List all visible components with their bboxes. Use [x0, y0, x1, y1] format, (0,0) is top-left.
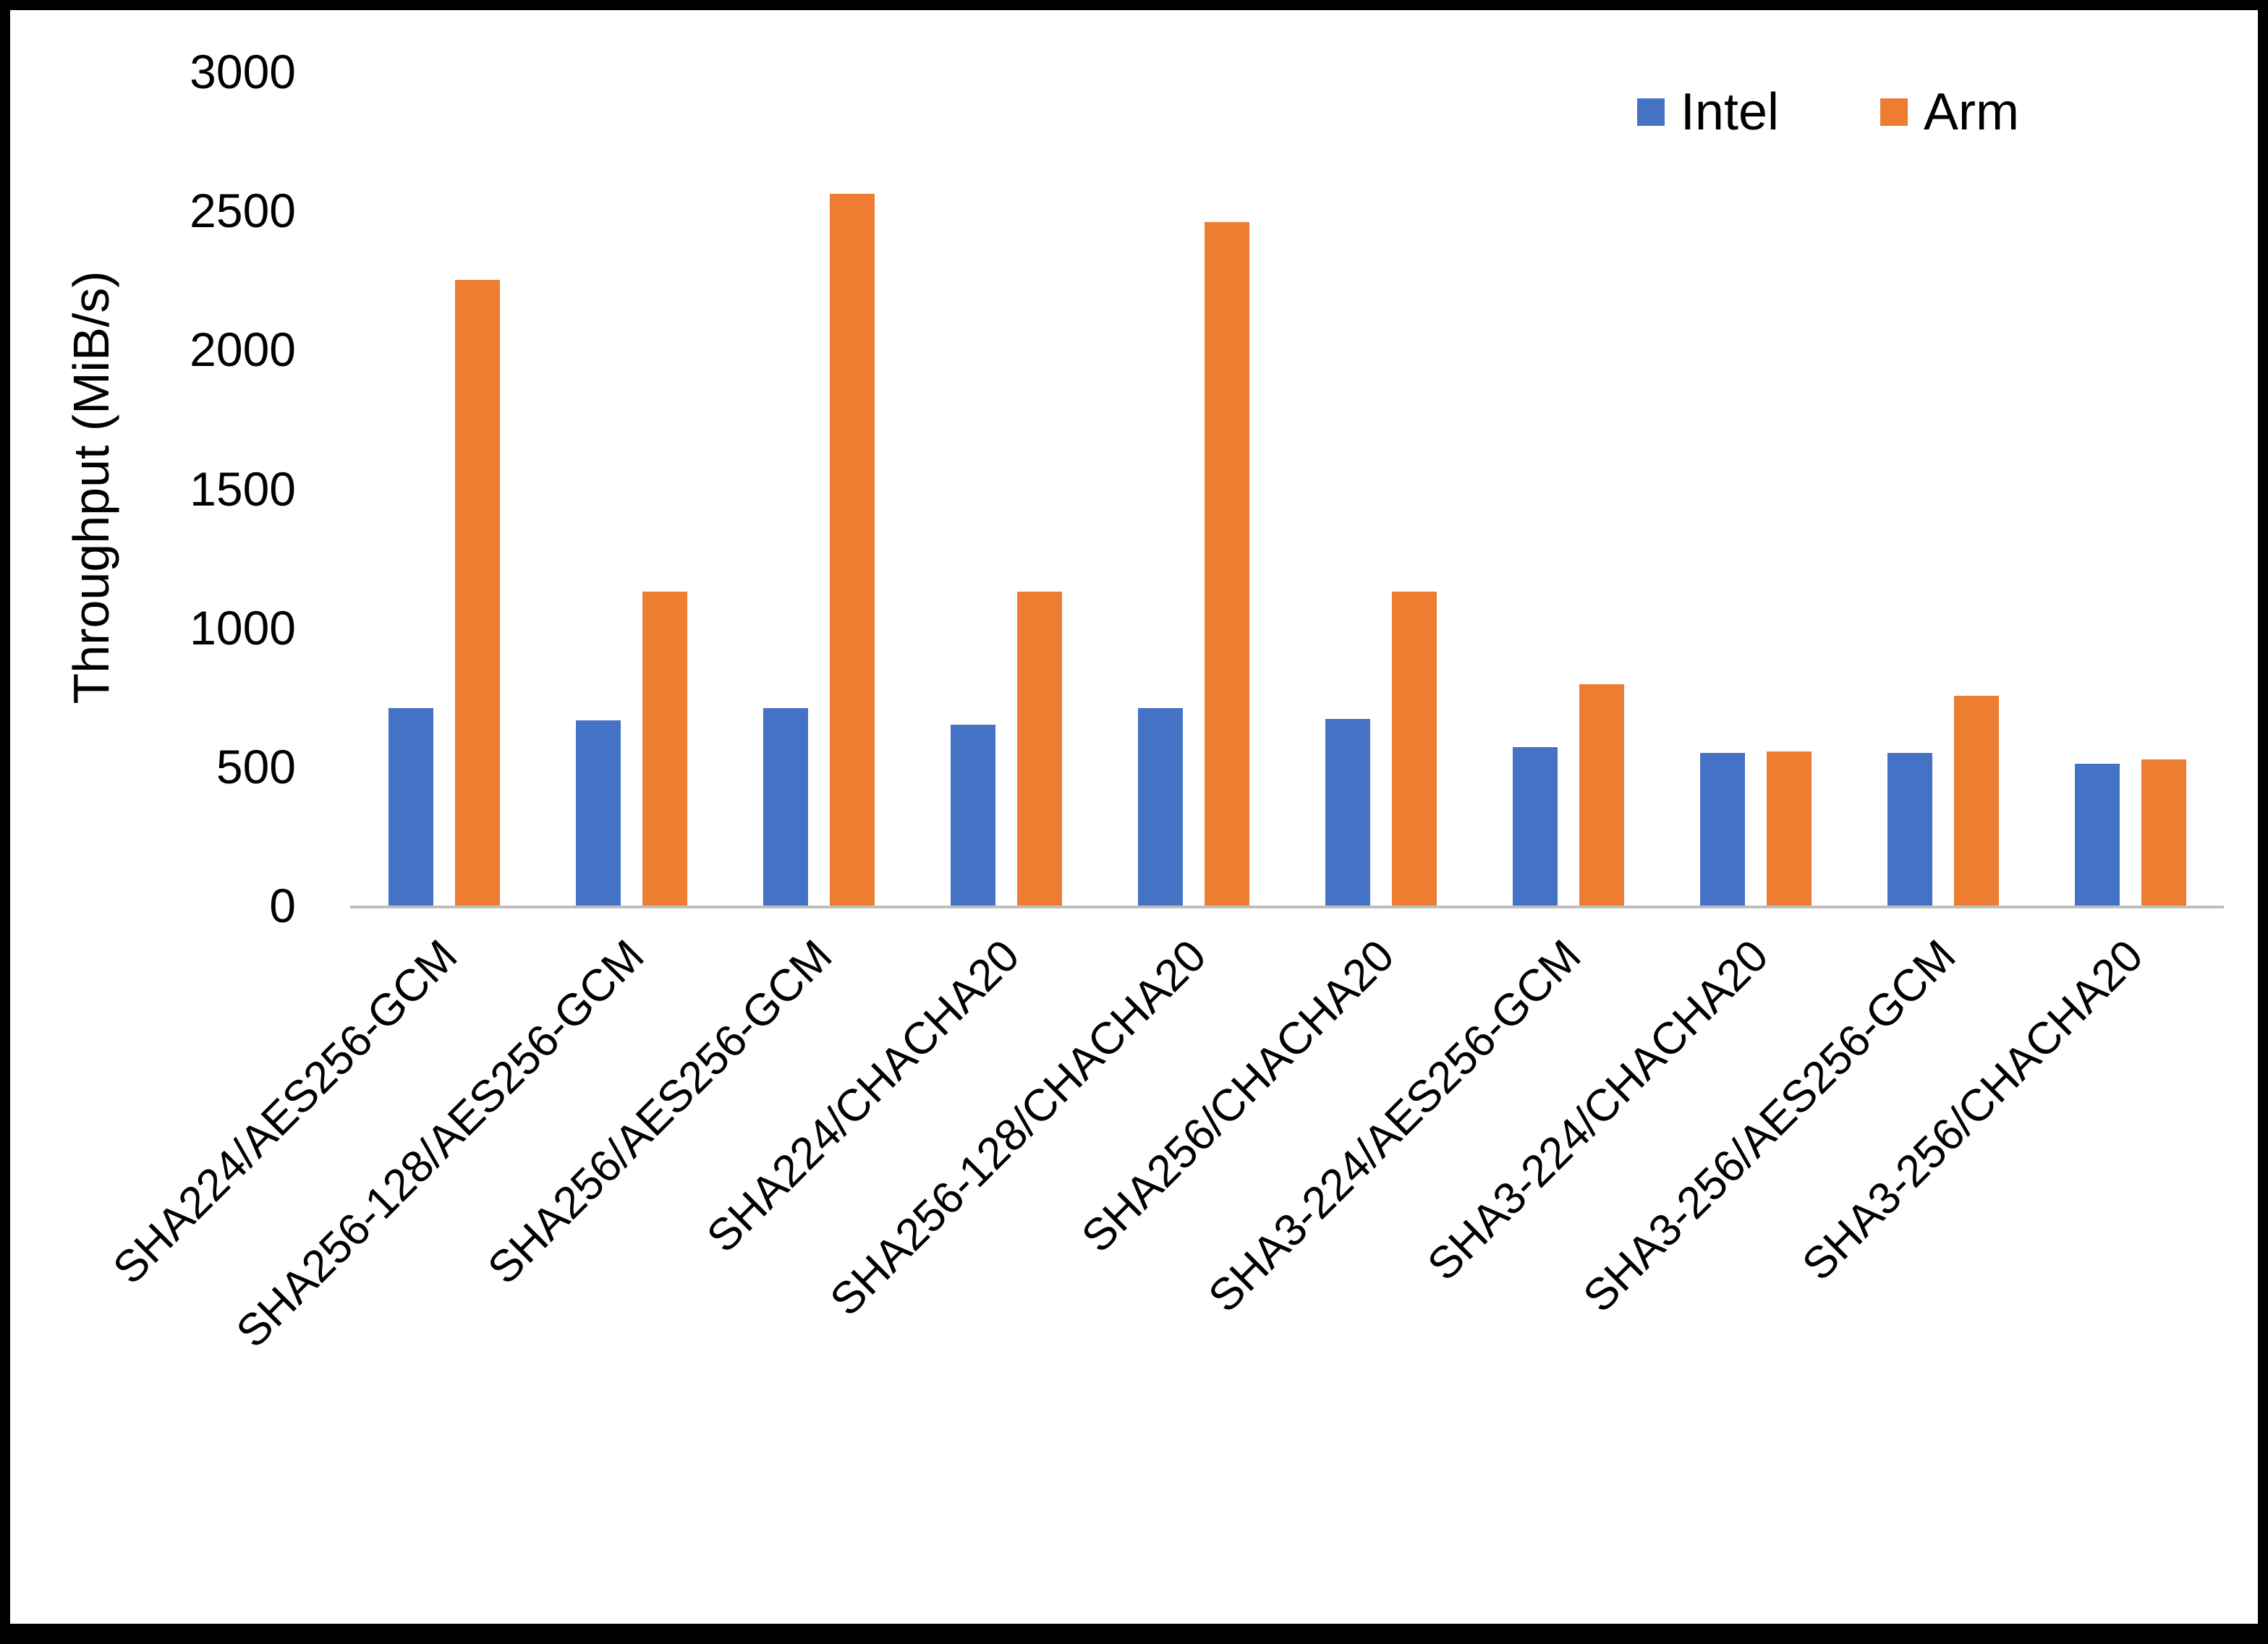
- x-category-label: SHA224/CHACHA20: [697, 930, 1029, 1262]
- bar-arm: [1766, 751, 1812, 906]
- x-category-label: SHA3-224/CHACHA20: [1418, 930, 1778, 1290]
- bar-arm: [1953, 695, 1999, 906]
- bar-arm: [829, 194, 875, 906]
- y-axis-tick-label: 500: [216, 739, 296, 793]
- bar-arm: [1391, 591, 1437, 906]
- x-category-label: SHA3-224/AES256-GCM: [1199, 930, 1591, 1322]
- x-category-label: SHA256-128/AES256-GCM: [227, 930, 654, 1358]
- y-axis-tick-label: 1000: [190, 600, 296, 655]
- arm-swatch-icon: [1880, 98, 1908, 126]
- legend: Intel Arm: [1636, 82, 2019, 142]
- y-axis-tick-label: 3000: [190, 45, 296, 98]
- legend-label-intel: Intel: [1680, 83, 1780, 141]
- y-axis-tick-label: 2500: [190, 184, 296, 238]
- bar-arm: [1204, 221, 1249, 906]
- bar-intel: [1512, 746, 1558, 906]
- bar-arm: [642, 591, 687, 906]
- bar-intel: [1699, 752, 1745, 906]
- bar-arm: [2141, 759, 2186, 906]
- bar-intel: [763, 708, 808, 906]
- y-axis-tick-label: 0: [269, 879, 296, 932]
- bar-intel: [950, 725, 995, 906]
- bar-intel: [1887, 752, 1932, 906]
- bar-intel: [2074, 763, 2120, 906]
- bar-intel: [575, 720, 621, 906]
- legend-item-intel: Intel: [1636, 82, 1780, 142]
- x-category-label: SHA256-128/CHACHA20: [821, 930, 1216, 1326]
- legend-item-arm: Arm: [1880, 82, 2019, 142]
- bar-arm: [454, 280, 500, 906]
- x-category-label: SHA3-256/AES256-GCM: [1574, 930, 1966, 1322]
- bar-intel: [1325, 719, 1370, 906]
- bar-arm: [1579, 684, 1624, 906]
- legend-label-arm: Arm: [1924, 83, 2019, 141]
- bar-arm: [1016, 591, 1062, 906]
- bar-intel: [1137, 708, 1183, 906]
- y-axis-tick-label: 2000: [190, 323, 296, 377]
- x-category-label: SHA3-256/CHACHA20: [1793, 930, 2153, 1290]
- intel-swatch-icon: [1636, 98, 1665, 126]
- bar-intel: [388, 708, 433, 906]
- x-category-label: SHA256/AES256-GCM: [477, 930, 841, 1294]
- x-category-label: SHA256/CHACHA20: [1071, 930, 1403, 1262]
- plot-area: 0 500 1000 1500 2000 2500 3000 SHA224/AES256-GC…: [10, 10, 2258, 1624]
- y-axis-tick-label: 1500: [190, 461, 296, 516]
- x-category-label: SHA224/AES256-GCM: [103, 930, 467, 1294]
- x-axis-line: [350, 906, 2224, 908]
